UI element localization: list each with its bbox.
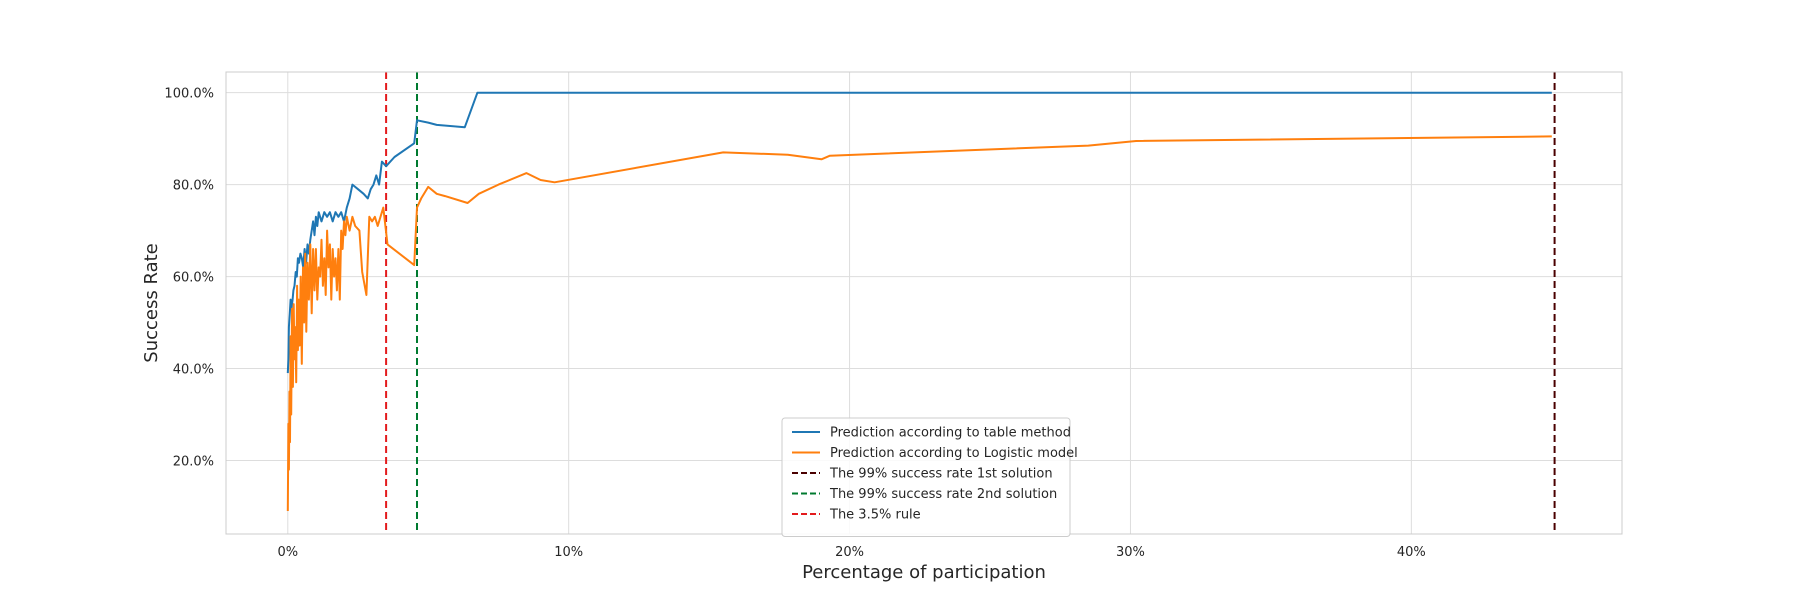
legend-box — [781, 417, 1071, 537]
y-tick-label: 60.0% — [173, 271, 214, 286]
y-tick-label: 80.0% — [173, 179, 214, 194]
x-tick-label: 10% — [554, 545, 583, 560]
series-line-1 — [286, 135, 1552, 512]
legend-label: The 99% success rate 2nd solution — [829, 487, 1057, 502]
y-tick-label: 100.0% — [164, 87, 214, 102]
x-tick-label: 20% — [835, 545, 864, 560]
legend: Prediction according to table method Pred… — [781, 417, 1078, 537]
series-lines — [286, 91, 1552, 512]
legend-label: Prediction according to table method — [830, 426, 1071, 441]
legend-label: The 3.5% rule — [829, 508, 921, 523]
y-axis-label: Success Rate — [141, 243, 162, 362]
x-tick-label: 40% — [1397, 545, 1426, 560]
x-tick-label: 30% — [1116, 545, 1145, 560]
series-line-0 — [286, 91, 1552, 374]
y-tick-label: 40.0% — [173, 363, 214, 378]
y-tick-label: 20.0% — [173, 454, 214, 469]
x-tick-label: 0% — [277, 545, 298, 560]
tick-labels: 0% 10% 20% 30% 40% 20.0% 40.0% 60.0% 80.0% 100.0% — [164, 87, 1425, 560]
reference-lines — [385, 72, 1556, 534]
x-axis-label: Percentage of participation — [802, 562, 1046, 583]
legend-label: Prediction according to Logistic model — [830, 446, 1078, 461]
legend-label: The 99% success rate 1st solution — [829, 467, 1053, 482]
